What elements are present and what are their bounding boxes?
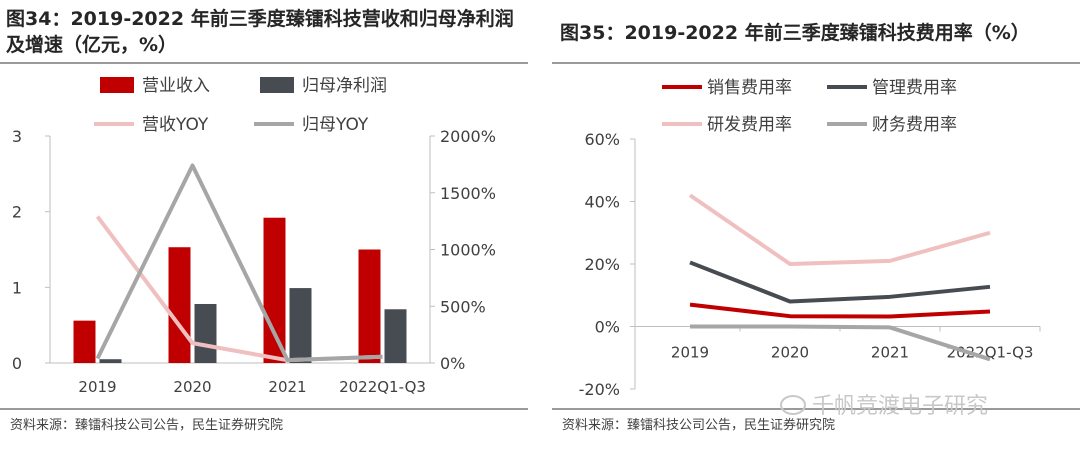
y-tick-label: 0%	[595, 318, 620, 337]
x-tick-label: 2019	[671, 344, 709, 362]
line-series-0	[689, 302, 991, 319]
y-right-tick-label: 2000%	[440, 127, 496, 146]
right-chart-panel: 图35：2019-2022 年前三季度臻镭科技费用率（%） 销售费用率 管理费用率…	[552, 0, 1080, 451]
y-tick-label: 20%	[584, 255, 620, 274]
bar-series-1-1	[194, 303, 217, 363]
x-tick-label: 2020	[771, 344, 809, 362]
left-source-rule	[0, 408, 528, 410]
bar-series-0-0	[73, 320, 96, 363]
watermark-text: 千帆竞渡电子研究	[812, 394, 989, 419]
y-tick-label: 40%	[584, 193, 620, 212]
legend-label-series-1: 管理费用率	[872, 78, 957, 98]
y-left-tick-label: 3	[12, 127, 22, 146]
right-chart-source: 资料来源：臻镭科技公司公告，民生证券研究院	[562, 418, 836, 433]
y-tick-label: 60%	[584, 130, 620, 149]
line-series-3	[690, 324, 991, 362]
bar-series-1-0	[99, 359, 122, 363]
x-tick-label: 2022Q1-Q3	[339, 378, 426, 396]
legend-label-series-2: 研发费用率	[707, 115, 792, 135]
y-left-tick-label: 1	[12, 278, 22, 297]
right-source-rule	[552, 408, 1080, 410]
bar-series-1-3	[384, 309, 407, 363]
legend-label-series-3: 财务费用率	[872, 115, 957, 135]
left-chart-panel: 图34：2019-2022 年前三季度臻镭科技营收和归母净利润及增速（亿元，%）…	[0, 0, 528, 451]
right-chart-title: 图35：2019-2022 年前三季度臻镭科技费用率（%）	[560, 22, 1030, 44]
wechat-icon	[780, 395, 806, 415]
y-tick-label: -20%	[579, 380, 620, 399]
x-tick-label: 2021	[871, 344, 909, 362]
bar-series-0-3	[358, 249, 381, 363]
y-left-tick-label: 2	[12, 203, 22, 222]
bar-series-1-2	[289, 288, 312, 363]
left-chart-title: 图34：2019-2022 年前三季度臻镭科技营收和归母净利润及增速（亿元，%）	[6, 8, 514, 56]
left-title-rule	[0, 62, 528, 64]
y-right-tick-label: 0%	[440, 354, 465, 373]
y-right-tick-label: 1500%	[440, 184, 496, 203]
y-right-tick-label: 500%	[440, 297, 486, 316]
legend-label-series-2: 营收YOY	[142, 115, 209, 135]
right-title-rule	[552, 62, 1080, 64]
legend-swatch-series-0	[100, 77, 134, 93]
x-tick-label: 2020	[173, 378, 211, 396]
y-right-tick-label: 1000%	[440, 241, 496, 260]
line-series-2	[688, 193, 991, 266]
line-series-1	[689, 260, 991, 304]
legend-swatch-series-1	[260, 77, 294, 93]
bar-series-0-2	[263, 217, 286, 363]
x-tick-label: 2019	[78, 378, 116, 396]
legend-label-series-3: 归母YOY	[302, 115, 369, 135]
y-left-tick-label: 0	[12, 354, 22, 373]
x-tick-label: 2021	[268, 378, 306, 396]
x-tick-label: 2022Q1-Q3	[947, 344, 1034, 362]
line-series-3	[95, 163, 383, 363]
watermark: 千帆竞渡电子研究	[780, 388, 988, 420]
legend-label-series-1: 归母净利润	[302, 76, 387, 96]
left-chart-source: 资料来源：臻镭科技公司公告，民生证券研究院	[10, 418, 284, 433]
bar-series-0-1	[168, 247, 191, 363]
legend-label-series-0: 销售费用率	[707, 78, 792, 98]
line-series-2	[95, 215, 383, 363]
legend-label-series-0: 营业收入	[142, 76, 210, 96]
